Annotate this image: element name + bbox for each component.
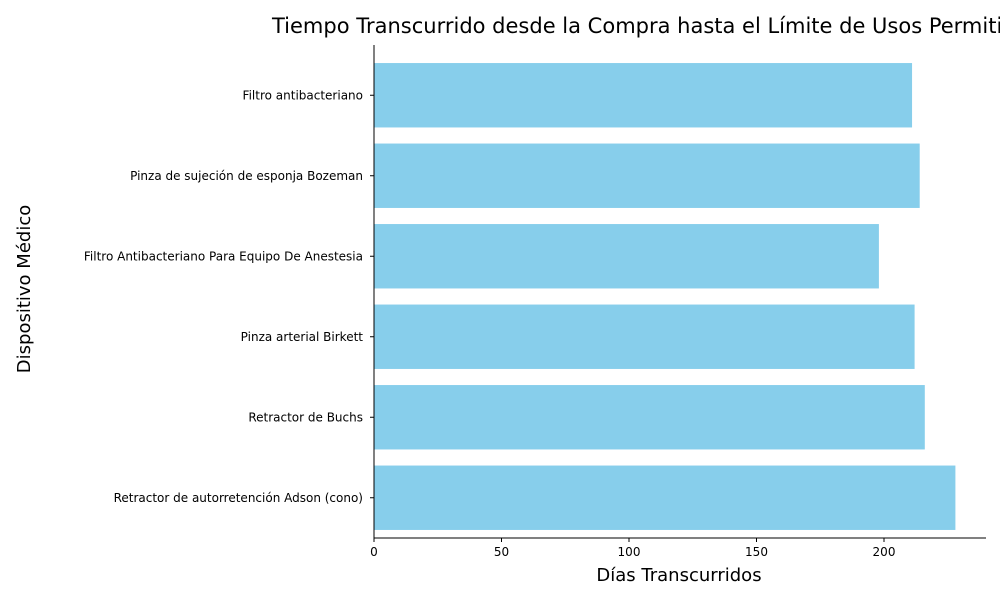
y-tick-label: Retractor de autorretención Adson (cono)	[114, 491, 363, 505]
y-axis-title: Dispositivo Médico	[14, 205, 35, 373]
x-tick-label: 150	[745, 545, 768, 559]
bar	[374, 224, 879, 289]
y-tick-labels: Filtro antibacteriano Pinza de sujeción d…	[84, 88, 374, 505]
bar	[374, 304, 915, 369]
x-tick-label: 100	[618, 545, 641, 559]
y-tick-label: Retractor de Buchs	[248, 410, 363, 424]
bar	[374, 385, 925, 450]
y-tick-label: Pinza arterial Birkett	[241, 330, 364, 344]
bar	[374, 143, 920, 208]
bar	[374, 63, 913, 128]
x-axis-title: Días Transcurridos	[596, 565, 761, 586]
x-tick-label: 50	[494, 545, 509, 559]
chart-title: Tiempo Transcurrido desde la Compra hast…	[271, 14, 1000, 38]
x-tick-label: 200	[873, 545, 896, 559]
y-tick-label: Filtro Antibacteriano Para Equipo De Ane…	[84, 249, 363, 263]
bars-group	[374, 63, 956, 530]
y-tick-label: Filtro antibacteriano	[243, 88, 363, 102]
x-ticks: 0 50 100 150 200	[370, 538, 895, 559]
bar	[374, 465, 956, 530]
y-tick-label: Pinza de sujeción de esponja Bozeman	[130, 169, 363, 183]
x-tick-label: 0	[370, 545, 378, 559]
